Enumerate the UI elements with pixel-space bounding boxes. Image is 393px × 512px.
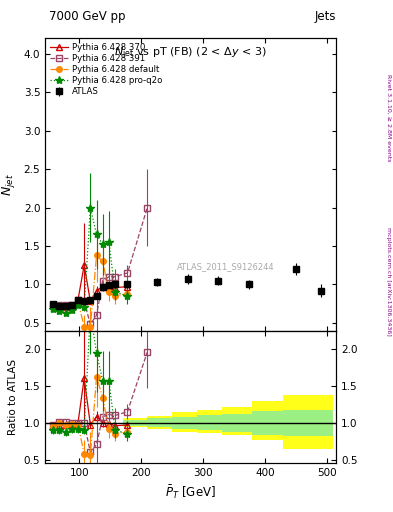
Text: Rivet 3.1.10, ≥ 2.8M events: Rivet 3.1.10, ≥ 2.8M events xyxy=(386,74,391,161)
Pythia 6.428 370 xyxy=(113,285,118,291)
Pythia 6.428 pro-q2o xyxy=(51,306,55,312)
Pythia 6.428 370 xyxy=(57,305,62,311)
Pythia 6.428 370 xyxy=(88,298,93,305)
Line: Pythia 6.428 391: Pythia 6.428 391 xyxy=(50,205,150,327)
Text: ATLAS_2011_S9126244: ATLAS_2011_S9126244 xyxy=(177,262,274,271)
Pythia 6.428 default xyxy=(100,258,105,264)
Pythia 6.428 391 xyxy=(63,302,68,308)
Pythia 6.428 370 xyxy=(107,283,111,289)
Y-axis label: $\bar{N}_{jet}$: $\bar{N}_{jet}$ xyxy=(0,173,18,196)
Pythia 6.428 pro-q2o xyxy=(82,305,86,311)
Pythia 6.428 pro-q2o xyxy=(94,231,99,238)
Pythia 6.428 default xyxy=(94,252,99,258)
Line: Pythia 6.428 pro-q2o: Pythia 6.428 pro-q2o xyxy=(49,203,132,317)
Pythia 6.428 default xyxy=(57,303,62,309)
Pythia 6.428 391 xyxy=(107,274,111,280)
Pythia 6.428 default xyxy=(75,298,80,305)
Pythia 6.428 391 xyxy=(145,204,150,210)
Pythia 6.428 default xyxy=(70,303,74,309)
Pythia 6.428 pro-q2o xyxy=(57,308,62,314)
Line: Pythia 6.428 default: Pythia 6.428 default xyxy=(50,252,130,330)
Pythia 6.428 370 xyxy=(75,297,80,303)
Pythia 6.428 default xyxy=(125,291,130,297)
Pythia 6.428 391 xyxy=(94,312,99,318)
Pythia 6.428 391 xyxy=(113,274,118,280)
Legend: Pythia 6.428 370, Pythia 6.428 391, Pythia 6.428 default, Pythia 6.428 pro-q2o, : Pythia 6.428 370, Pythia 6.428 391, Pyth… xyxy=(48,41,164,98)
Pythia 6.428 391 xyxy=(125,270,130,276)
Pythia 6.428 default xyxy=(63,305,68,311)
Text: mcplots.cern.ch [arXiv:1306.3436]: mcplots.cern.ch [arXiv:1306.3436] xyxy=(386,227,391,336)
X-axis label: $\bar{P}_T$ [GeV]: $\bar{P}_T$ [GeV] xyxy=(165,484,216,501)
Pythia 6.428 default xyxy=(88,324,93,330)
Y-axis label: Ratio to ATLAS: Ratio to ATLAS xyxy=(8,359,18,435)
Pythia 6.428 370 xyxy=(70,303,74,309)
Pythia 6.428 391 xyxy=(88,322,93,328)
Pythia 6.428 pro-q2o xyxy=(107,239,111,245)
Text: Jets: Jets xyxy=(314,10,336,23)
Pythia 6.428 pro-q2o xyxy=(88,204,93,210)
Pythia 6.428 391 xyxy=(70,302,74,308)
Pythia 6.428 370 xyxy=(63,305,68,311)
Pythia 6.428 default xyxy=(82,324,86,330)
Line: Pythia 6.428 370: Pythia 6.428 370 xyxy=(50,263,130,310)
Pythia 6.428 default xyxy=(107,289,111,295)
Pythia 6.428 pro-q2o xyxy=(100,241,105,247)
Pythia 6.428 pro-q2o xyxy=(63,310,68,316)
Pythia 6.428 391 xyxy=(75,297,80,303)
Pythia 6.428 default xyxy=(51,303,55,309)
Pythia 6.428 391 xyxy=(100,278,105,284)
Pythia 6.428 default xyxy=(113,293,118,299)
Pythia 6.428 370 xyxy=(82,262,86,268)
Pythia 6.428 pro-q2o xyxy=(75,302,80,308)
Pythia 6.428 391 xyxy=(51,302,55,308)
Pythia 6.428 370 xyxy=(100,284,105,290)
Pythia 6.428 pro-q2o xyxy=(113,289,118,295)
Text: $N_\mathrm{jet}$ vs pT (FB) (2 < $\Delta y$ < 3): $N_\mathrm{jet}$ vs pT (FB) (2 < $\Delta… xyxy=(114,46,267,62)
Pythia 6.428 370 xyxy=(94,288,99,294)
Pythia 6.428 391 xyxy=(82,298,86,305)
Pythia 6.428 370 xyxy=(125,284,130,290)
Pythia 6.428 391 xyxy=(57,302,62,308)
Pythia 6.428 370 xyxy=(51,302,55,308)
Pythia 6.428 pro-q2o xyxy=(125,293,130,299)
Text: 7000 GeV pp: 7000 GeV pp xyxy=(49,10,126,23)
Pythia 6.428 pro-q2o xyxy=(70,307,74,313)
